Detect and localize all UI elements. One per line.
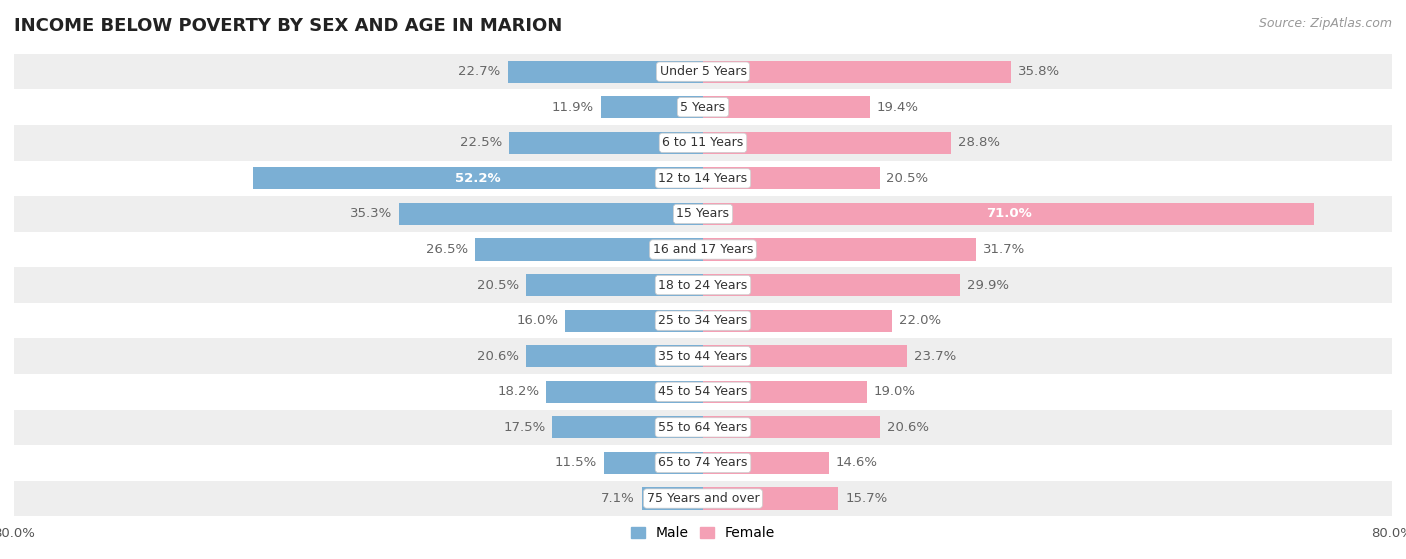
Bar bbox=[14, 89, 1392, 125]
Bar bbox=[14, 445, 1392, 481]
Text: 6 to 11 Years: 6 to 11 Years bbox=[662, 136, 744, 149]
Bar bbox=[399, 203, 703, 225]
Bar bbox=[703, 239, 976, 260]
Text: 20.5%: 20.5% bbox=[478, 278, 520, 292]
Text: 7.1%: 7.1% bbox=[602, 492, 636, 505]
Text: 29.9%: 29.9% bbox=[967, 278, 1010, 292]
Text: 19.4%: 19.4% bbox=[877, 101, 920, 113]
Bar bbox=[14, 196, 1392, 232]
Text: 20.5%: 20.5% bbox=[886, 172, 928, 185]
Text: 55 to 64 Years: 55 to 64 Years bbox=[658, 421, 748, 434]
Bar bbox=[703, 381, 866, 403]
Text: 52.2%: 52.2% bbox=[456, 172, 501, 185]
Bar bbox=[643, 487, 703, 510]
Bar bbox=[509, 132, 703, 154]
Bar bbox=[553, 416, 703, 438]
Bar bbox=[565, 310, 703, 331]
Text: 17.5%: 17.5% bbox=[503, 421, 546, 434]
Bar bbox=[703, 452, 828, 474]
Text: 22.0%: 22.0% bbox=[900, 314, 942, 327]
Text: 18.2%: 18.2% bbox=[498, 385, 540, 399]
Bar bbox=[14, 374, 1392, 410]
Text: 12 to 14 Years: 12 to 14 Years bbox=[658, 172, 748, 185]
Text: 22.5%: 22.5% bbox=[460, 136, 502, 149]
Text: 19.0%: 19.0% bbox=[873, 385, 915, 399]
Text: 71.0%: 71.0% bbox=[986, 207, 1032, 220]
Text: 15.7%: 15.7% bbox=[845, 492, 887, 505]
Text: 20.6%: 20.6% bbox=[477, 350, 519, 363]
Text: 35 to 44 Years: 35 to 44 Years bbox=[658, 350, 748, 363]
Text: 45 to 54 Years: 45 to 54 Years bbox=[658, 385, 748, 399]
Text: 35.8%: 35.8% bbox=[1018, 65, 1060, 78]
Text: 11.5%: 11.5% bbox=[555, 457, 598, 470]
Text: 26.5%: 26.5% bbox=[426, 243, 468, 256]
Text: 14.6%: 14.6% bbox=[835, 457, 877, 470]
Bar bbox=[703, 60, 1011, 83]
Legend: Male, Female: Male, Female bbox=[626, 520, 780, 546]
Text: 35.3%: 35.3% bbox=[350, 207, 392, 220]
Bar bbox=[703, 96, 870, 119]
Bar bbox=[14, 338, 1392, 374]
Text: 22.7%: 22.7% bbox=[458, 65, 501, 78]
Bar bbox=[475, 239, 703, 260]
Bar bbox=[703, 487, 838, 510]
Bar bbox=[605, 452, 703, 474]
Bar bbox=[703, 203, 1315, 225]
Bar bbox=[703, 416, 880, 438]
Text: 5 Years: 5 Years bbox=[681, 101, 725, 113]
Bar bbox=[703, 274, 960, 296]
Text: 28.8%: 28.8% bbox=[957, 136, 1000, 149]
Text: Source: ZipAtlas.com: Source: ZipAtlas.com bbox=[1258, 17, 1392, 30]
Text: 75 Years and over: 75 Years and over bbox=[647, 492, 759, 505]
Bar bbox=[600, 96, 703, 119]
Text: 15 Years: 15 Years bbox=[676, 207, 730, 220]
Text: 16.0%: 16.0% bbox=[516, 314, 558, 327]
Text: 20.6%: 20.6% bbox=[887, 421, 929, 434]
Bar bbox=[14, 410, 1392, 445]
Bar bbox=[703, 167, 880, 190]
Text: 18 to 24 Years: 18 to 24 Years bbox=[658, 278, 748, 292]
Bar bbox=[14, 160, 1392, 196]
Bar bbox=[703, 310, 893, 331]
Bar bbox=[526, 274, 703, 296]
Text: 25 to 34 Years: 25 to 34 Years bbox=[658, 314, 748, 327]
Bar bbox=[547, 381, 703, 403]
Bar bbox=[703, 132, 950, 154]
Text: INCOME BELOW POVERTY BY SEX AND AGE IN MARION: INCOME BELOW POVERTY BY SEX AND AGE IN M… bbox=[14, 17, 562, 35]
Bar bbox=[526, 345, 703, 367]
Bar bbox=[253, 167, 703, 190]
Text: 16 and 17 Years: 16 and 17 Years bbox=[652, 243, 754, 256]
Bar bbox=[508, 60, 703, 83]
Text: Under 5 Years: Under 5 Years bbox=[659, 65, 747, 78]
Text: 23.7%: 23.7% bbox=[914, 350, 956, 363]
Bar bbox=[14, 125, 1392, 160]
Bar bbox=[14, 232, 1392, 267]
Text: 31.7%: 31.7% bbox=[983, 243, 1025, 256]
Bar bbox=[14, 54, 1392, 89]
Bar bbox=[14, 303, 1392, 338]
Text: 65 to 74 Years: 65 to 74 Years bbox=[658, 457, 748, 470]
Bar bbox=[14, 481, 1392, 517]
Bar bbox=[703, 345, 907, 367]
Text: 11.9%: 11.9% bbox=[551, 101, 593, 113]
Bar bbox=[14, 267, 1392, 303]
